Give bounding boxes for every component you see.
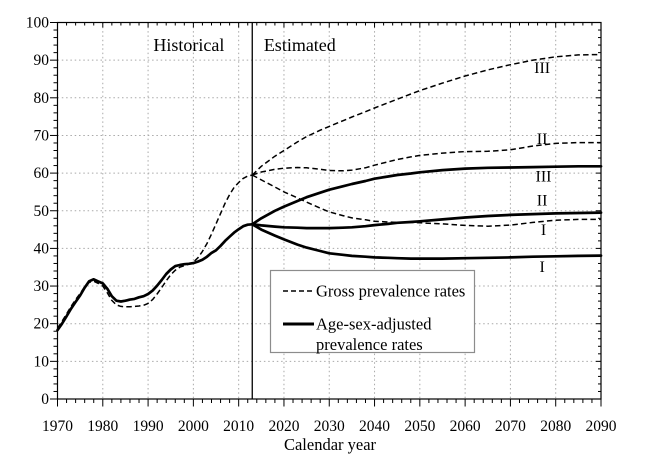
x-tick-label-2030: 2030 xyxy=(314,418,345,435)
x-tick-label-1980: 1980 xyxy=(87,418,118,435)
x-axis-title: Calendar year xyxy=(284,435,377,454)
x-tick-label-2040: 2040 xyxy=(359,418,390,435)
line-label-estimated-gross-I: I xyxy=(541,222,546,239)
series-historical-gross-line xyxy=(56,174,253,329)
x-tick-label-2020: 2020 xyxy=(268,418,299,435)
data-series xyxy=(56,53,603,332)
legend-box xyxy=(269,269,476,354)
region-labels: Historical Estimated xyxy=(153,35,335,55)
x-tick-label-2000: 2000 xyxy=(178,418,209,435)
y-tick-label-60: 60 xyxy=(34,165,50,182)
series-estimated-gross-II-line xyxy=(252,141,601,176)
legend-label-adjusted-line1: Age-sex-adjusted xyxy=(316,315,432,334)
series-estimated-gross-III-line xyxy=(251,53,602,176)
y-tick-label-40: 40 xyxy=(34,240,50,257)
y-tick-label-90: 90 xyxy=(34,52,50,69)
legend-label-gross: Gross prevalence rates xyxy=(316,282,465,301)
y-tick-label-80: 80 xyxy=(34,90,50,107)
series-historical-adjusted-line xyxy=(56,222,254,332)
y-tick-label-0: 0 xyxy=(41,391,49,408)
y-tick-label-100: 100 xyxy=(26,15,50,32)
axes xyxy=(50,21,602,407)
y-tick-label-10: 10 xyxy=(34,353,50,370)
x-tick-label-2060: 2060 xyxy=(450,418,481,435)
y-tick-label-30: 30 xyxy=(34,278,50,295)
series-estimated-adjusted-II-line xyxy=(250,211,603,230)
line-label-estimated-adjusted-II: II xyxy=(537,192,548,209)
x-tick-label-1970: 1970 xyxy=(42,418,73,435)
series-estimated-gross-I-line xyxy=(251,174,601,227)
x-tick-label-2070: 2070 xyxy=(495,418,526,435)
x-tick-label-2080: 2080 xyxy=(540,418,571,435)
line-label-estimated-adjusted-III: III xyxy=(535,169,551,186)
series-estimated-adjusted-III-line xyxy=(250,164,603,226)
legend: Gross prevalence rates Age-sex-adjusted … xyxy=(269,269,476,354)
tick-labels: 1970 1980 1990 2000 2010 2020 2030 2040 2050 2060… xyxy=(26,15,617,436)
series-estimated-adjusted-I-line xyxy=(250,222,603,260)
y-tick-label-20: 20 xyxy=(34,316,50,333)
estimated-region-label: Estimated xyxy=(264,35,336,55)
line-label-estimated-gross-II: II xyxy=(537,131,548,148)
line-label-estimated-adjusted-I: I xyxy=(539,259,544,276)
x-tick-label-2090: 2090 xyxy=(586,418,617,435)
gridlines xyxy=(57,22,601,399)
legend-label-adjusted-line2: prevalence rates xyxy=(316,335,423,354)
y-tick-label-50: 50 xyxy=(34,203,50,220)
historical-region-label: Historical xyxy=(153,35,224,55)
x-tick-label-2010: 2010 xyxy=(223,418,254,435)
x-tick-label-1990: 1990 xyxy=(133,418,164,435)
line-label-estimated-gross-III: III xyxy=(534,60,550,77)
y-tick-label-70: 70 xyxy=(34,127,50,144)
x-tick-label-2050: 2050 xyxy=(404,418,435,435)
